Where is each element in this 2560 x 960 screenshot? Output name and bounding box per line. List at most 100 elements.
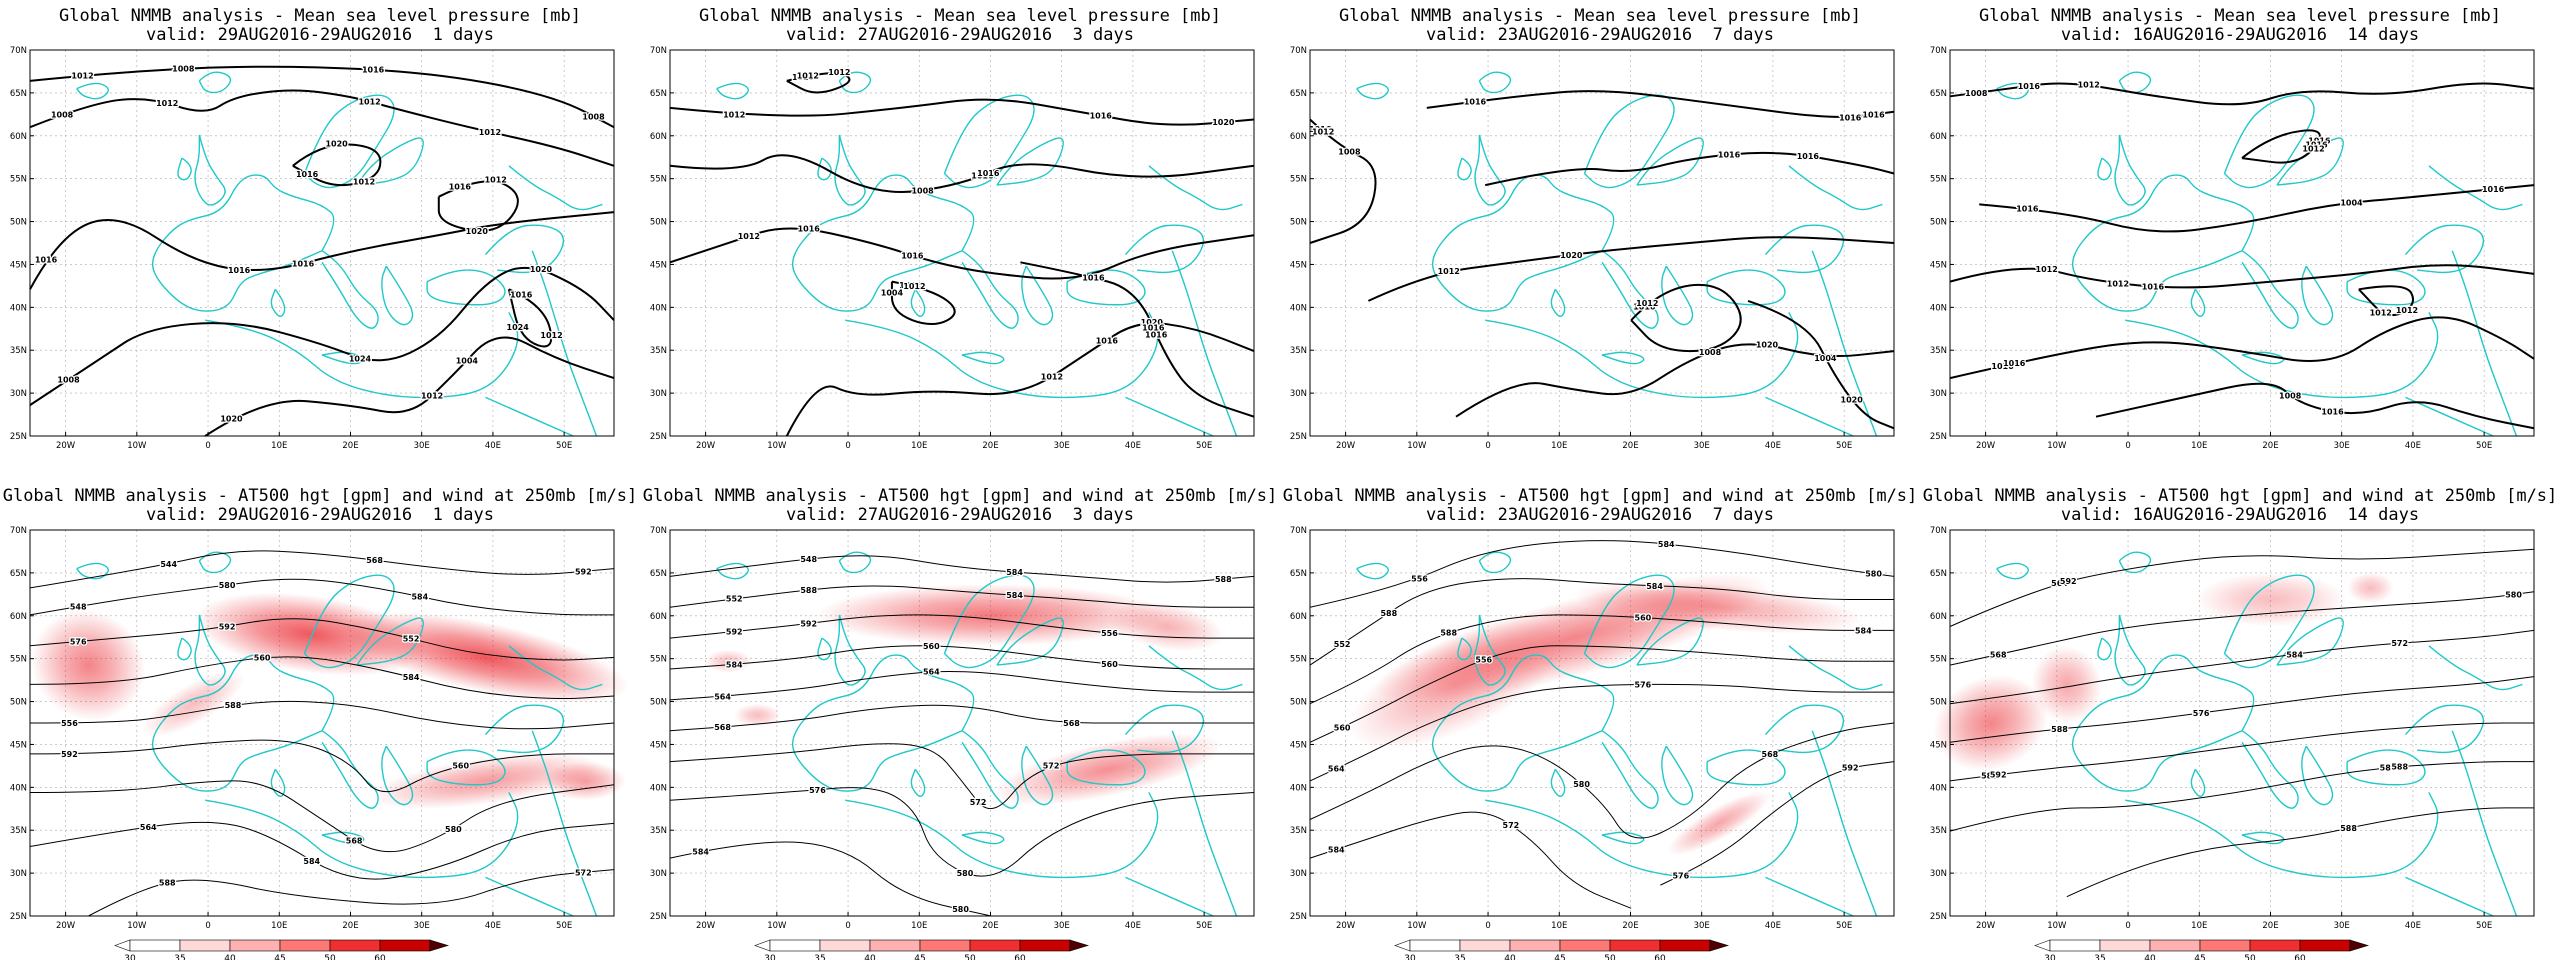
coastline	[356, 617, 424, 666]
colorbar-segment	[179, 939, 231, 952]
contour-label: 580	[445, 825, 462, 834]
lat-tick-label: 55N	[10, 655, 27, 665]
isoline	[785, 322, 1255, 437]
contour-label: 548	[70, 602, 87, 611]
mslp-map: 1012101210161016101610201016102010201016…	[650, 46, 1255, 451]
lat-tick-label: 60N	[1290, 132, 1307, 142]
colorbar-high-end	[1709, 939, 1730, 952]
lat-tick-label: 40N	[1930, 783, 1947, 793]
lon-tick-label: 0	[1485, 441, 1490, 451]
lat-tick-label: 55N	[1290, 655, 1307, 665]
lon-tick-label: 20W	[1336, 441, 1356, 451]
coastline	[961, 351, 1005, 365]
coastline	[943, 574, 1035, 669]
contour-label: 584	[1328, 845, 1345, 854]
coastline	[910, 288, 926, 318]
lon-tick-label: 20E	[2262, 441, 2278, 451]
contour-label: 568	[714, 723, 731, 732]
lat-tick-label: 55N	[650, 175, 667, 185]
colorbar-high-end	[429, 939, 450, 952]
coastline	[2405, 396, 2494, 437]
lat-tick-label: 55N	[1930, 175, 1947, 185]
lon-tick-label: 20E	[1622, 921, 1638, 931]
lon-tick-label: 30E	[1694, 921, 1710, 931]
wind-shading	[342, 611, 629, 703]
coastline	[194, 614, 226, 686]
contours	[669, 72, 1255, 437]
coastline	[2241, 250, 2299, 329]
contour-label: 568	[1063, 719, 1080, 728]
lat-tick-label: 30N	[1930, 389, 1947, 399]
lat-tick-label: 35N	[650, 346, 667, 356]
lat-tick-label: 30N	[10, 869, 27, 879]
isoline	[669, 227, 1255, 280]
lon-tick-label: 50E	[2476, 441, 2492, 451]
contour-label: 552	[1334, 640, 1351, 649]
isoline	[1309, 645, 1894, 743]
lat-tick-label: 25N	[1290, 432, 1307, 442]
lat-tick-label: 35N	[1290, 346, 1307, 356]
coastline	[303, 574, 395, 669]
coastline	[2097, 637, 2112, 661]
colorbar-tick-label: 40	[2144, 954, 2156, 960]
lon-tick-label: 10E	[2191, 441, 2207, 451]
contour-label: 1020	[1141, 318, 1164, 327]
wind-shading	[1933, 675, 2048, 771]
contour-label: 1012	[358, 98, 380, 107]
isoline	[1747, 299, 1895, 430]
coastline	[2071, 654, 2255, 792]
lat-tick-label: 50N	[650, 218, 667, 228]
z500-wind-map: 5645685725765805845885925805845885925887…	[1930, 526, 2535, 960]
colorbar: 30 35 40 45 50 60	[1394, 939, 1730, 960]
wind-shading	[142, 670, 246, 738]
contour-label: 560	[1334, 723, 1351, 732]
colorbar-tick-label: 30	[2044, 954, 2056, 960]
coastline	[1431, 174, 1615, 312]
colorbar-tick-label: 45	[2194, 954, 2205, 960]
contour-label: 576	[2193, 709, 2210, 718]
coastline	[177, 157, 192, 181]
contour-label: 1016	[1718, 151, 1741, 160]
isoline	[1630, 283, 1742, 353]
lat-tick-label: 25N	[1930, 432, 1947, 442]
lat-tick-label: 30N	[1290, 869, 1307, 879]
lon-tick-label: 40E	[1765, 921, 1781, 931]
lat-tick-label: 25N	[1290, 912, 1307, 922]
colorbar-low-end	[2034, 939, 2051, 952]
isoline	[1949, 676, 2535, 743]
lat-tick-label: 65N	[1930, 89, 1947, 99]
wind-shading	[543, 761, 626, 801]
contour-label: 584	[1855, 626, 1872, 635]
coastlines	[716, 71, 1243, 437]
contour-label: 580	[1865, 570, 1882, 579]
coastlines	[76, 551, 603, 917]
contour-label: 1016	[2003, 359, 2026, 368]
coastline	[1550, 768, 1566, 798]
lon-tick-label: 40E	[2405, 441, 2421, 451]
lat-tick-label: 30N	[1290, 389, 1307, 399]
coastline	[177, 637, 192, 661]
lat-tick-label: 35N	[10, 826, 27, 836]
contour-label: 584	[1006, 591, 1023, 600]
contour-label: 580	[2505, 590, 2522, 599]
lat-tick-label: 60N	[1930, 132, 1947, 142]
colorbar-tick-label: 45	[914, 954, 925, 960]
coastline	[817, 157, 832, 181]
coastline	[270, 288, 286, 318]
mslp-map: 1012101610161016101610121016101610161016…	[1930, 46, 2535, 451]
plot-frame	[669, 529, 1255, 917]
lon-tick-label: 40E	[1125, 921, 1141, 931]
lon-tick-label: 20W	[696, 921, 716, 931]
lat-tick-label: 25N	[650, 432, 667, 442]
coastline	[838, 71, 872, 94]
colorbar-segment	[2049, 939, 2101, 952]
isoline	[1949, 82, 2535, 106]
contour-label: 1012	[421, 391, 443, 400]
coastline	[1811, 250, 1878, 437]
lat-tick-label: 70N	[1290, 526, 1307, 536]
contour-label: 592	[1842, 763, 1859, 772]
lat-tick-label: 70N	[650, 526, 667, 536]
plot-frame	[1949, 49, 2535, 437]
isoline	[1309, 614, 1894, 705]
contours	[1949, 82, 2535, 430]
